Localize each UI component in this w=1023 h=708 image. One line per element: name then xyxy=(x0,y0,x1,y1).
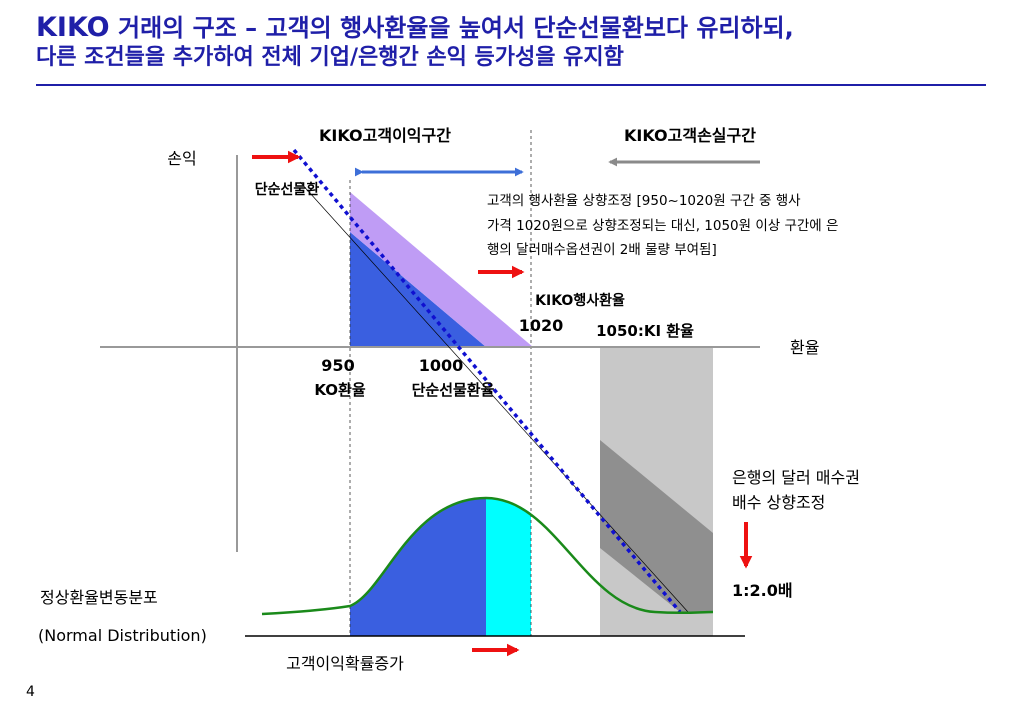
title-brand: KIKO xyxy=(36,12,110,43)
bank-call-note: 은행의 달러 매수권 배수 상향조정 xyxy=(732,468,865,512)
forward-label: 단순선물환 xyxy=(255,181,320,198)
kiko-strike-label: KIKO행사환율 xyxy=(535,292,625,309)
ki-rate-label: 1050:KI 환율 xyxy=(596,322,694,340)
title-prefix: 거래의 구조 – xyxy=(118,14,258,42)
loss-zone-label: KIKO고객손실구간 xyxy=(624,126,756,145)
page-number: 4 xyxy=(26,684,35,700)
title-line-1: KIKO 거래의 구조 – 고객의 행사환율을 높여서 단순선물환보다 유리하되… xyxy=(36,12,986,44)
distribution-label-ko: 정상환율변동분포 xyxy=(40,588,158,607)
probability-label: 고객이익확률증가 xyxy=(286,654,404,673)
distribution-fill-blue xyxy=(350,498,486,636)
ko-label: KO환율 xyxy=(314,381,366,399)
forward-rate-value: 1000 xyxy=(419,356,464,375)
title-line-2: 다른 조건들을 추가하여 전체 기업/은행간 손익 등가성을 유지함 xyxy=(36,45,624,70)
loss-zone-dark xyxy=(600,440,713,612)
forward-line xyxy=(299,181,689,613)
slide-title: KIKO 거래의 구조 – 고객의 행사환율을 높여서 단순선물환보다 유리하되… xyxy=(36,12,986,74)
ko-value: 950 xyxy=(321,356,354,375)
title-underline xyxy=(36,84,986,86)
title-rest: 고객의 행사환율을 높여서 단순선물환보다 유리하되, xyxy=(265,14,794,42)
normal-distribution-curve xyxy=(261,496,714,616)
forward-rate-label: 단순선물환율 xyxy=(412,381,495,399)
ratio-label: 1:2.0배 xyxy=(732,581,793,600)
x-axis-label: 환율 xyxy=(790,338,819,357)
kiko-extra-area xyxy=(350,192,533,347)
distribution-label-en: (Normal Distribution) xyxy=(38,626,207,645)
kiko-strike-value: 1020 xyxy=(519,316,564,335)
distribution-fill-cyan xyxy=(486,498,531,636)
strike-adjust-note: 고객의 행사환율 상향조정 [950~1020원 구간 중 행사 가격 1020… xyxy=(487,193,843,258)
gain-zone-label: KIKO고객이익구간 xyxy=(319,126,451,145)
y-axis-label: 손익 xyxy=(167,149,196,168)
